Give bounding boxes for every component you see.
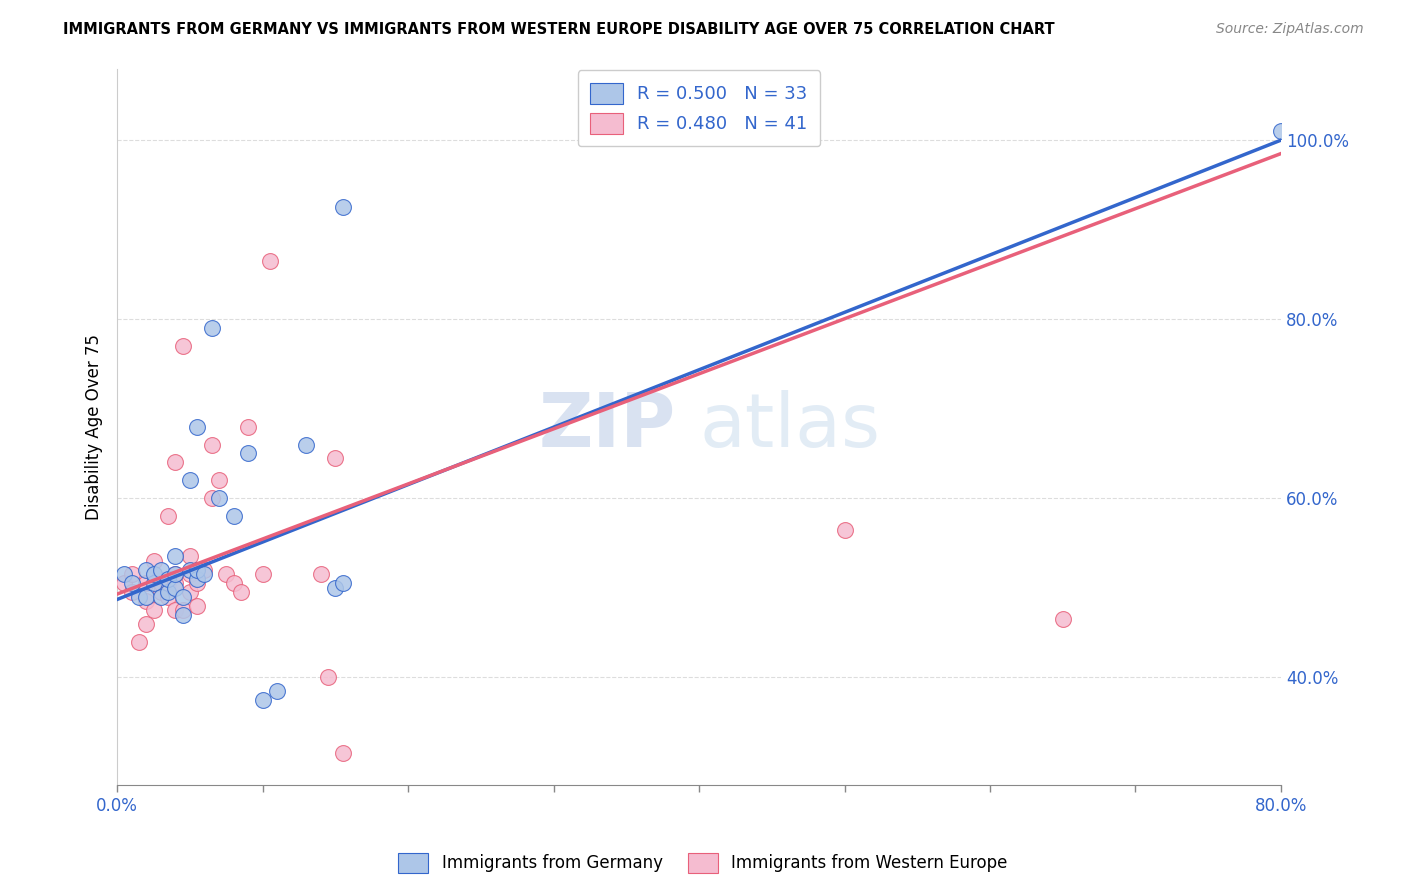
Point — [149, 590, 172, 604]
Point — [121, 567, 143, 582]
Point — [157, 572, 180, 586]
Point — [172, 603, 194, 617]
Point — [236, 419, 259, 434]
Point — [179, 585, 201, 599]
Point — [332, 747, 354, 761]
Point — [1270, 124, 1292, 138]
Point — [165, 603, 187, 617]
Point — [179, 549, 201, 564]
Point — [208, 491, 231, 506]
Text: Source: ZipAtlas.com: Source: ZipAtlas.com — [1216, 22, 1364, 37]
Point — [201, 321, 224, 335]
Point — [186, 572, 208, 586]
Point — [165, 549, 187, 564]
Point — [114, 576, 136, 591]
Point — [193, 567, 215, 582]
Point — [266, 683, 288, 698]
Point — [165, 455, 187, 469]
Point — [121, 576, 143, 591]
Point — [165, 567, 187, 582]
Point — [142, 554, 165, 568]
Legend: R = 0.500   N = 33, R = 0.480   N = 41: R = 0.500 N = 33, R = 0.480 N = 41 — [578, 70, 820, 146]
Point — [179, 563, 201, 577]
Point — [135, 616, 157, 631]
Point — [201, 437, 224, 451]
Point — [135, 576, 157, 591]
Legend: Immigrants from Germany, Immigrants from Western Europe: Immigrants from Germany, Immigrants from… — [392, 847, 1014, 880]
Point — [295, 437, 318, 451]
Text: atlas: atlas — [699, 390, 880, 463]
Point — [165, 581, 187, 595]
Point — [172, 607, 194, 622]
Point — [316, 670, 339, 684]
Point — [142, 576, 165, 591]
Point — [186, 576, 208, 591]
Point — [172, 590, 194, 604]
Point — [229, 585, 252, 599]
Point — [309, 567, 332, 582]
Point — [149, 563, 172, 577]
Point — [149, 576, 172, 591]
Point — [157, 585, 180, 599]
Point — [186, 419, 208, 434]
Point — [142, 567, 165, 582]
Point — [193, 563, 215, 577]
Point — [332, 576, 354, 591]
Point — [222, 509, 245, 524]
Point — [236, 446, 259, 460]
Point — [135, 590, 157, 604]
Point — [114, 567, 136, 582]
Point — [165, 576, 187, 591]
Point — [157, 509, 180, 524]
Point — [325, 450, 347, 465]
Point — [135, 563, 157, 577]
Point — [186, 563, 208, 577]
Point — [186, 599, 208, 613]
Point — [252, 567, 274, 582]
Point — [259, 254, 281, 268]
Point — [179, 474, 201, 488]
Point — [179, 567, 201, 582]
Point — [128, 634, 150, 648]
Point — [135, 594, 157, 608]
Point — [165, 567, 187, 582]
Point — [325, 581, 347, 595]
Point — [222, 576, 245, 591]
Point — [142, 603, 165, 617]
Point — [215, 567, 238, 582]
Point — [332, 200, 354, 214]
Point — [157, 576, 180, 591]
Text: IMMIGRANTS FROM GERMANY VS IMMIGRANTS FROM WESTERN EUROPE DISABILITY AGE OVER 75: IMMIGRANTS FROM GERMANY VS IMMIGRANTS FR… — [63, 22, 1054, 37]
Point — [157, 590, 180, 604]
Point — [149, 585, 172, 599]
Point — [1052, 612, 1074, 626]
Text: ZIP: ZIP — [538, 390, 676, 463]
Point — [834, 523, 856, 537]
Point — [172, 339, 194, 353]
Y-axis label: Disability Age Over 75: Disability Age Over 75 — [86, 334, 103, 520]
Point — [252, 692, 274, 706]
Point — [201, 491, 224, 506]
Point — [128, 590, 150, 604]
Point — [208, 474, 231, 488]
Point — [121, 585, 143, 599]
